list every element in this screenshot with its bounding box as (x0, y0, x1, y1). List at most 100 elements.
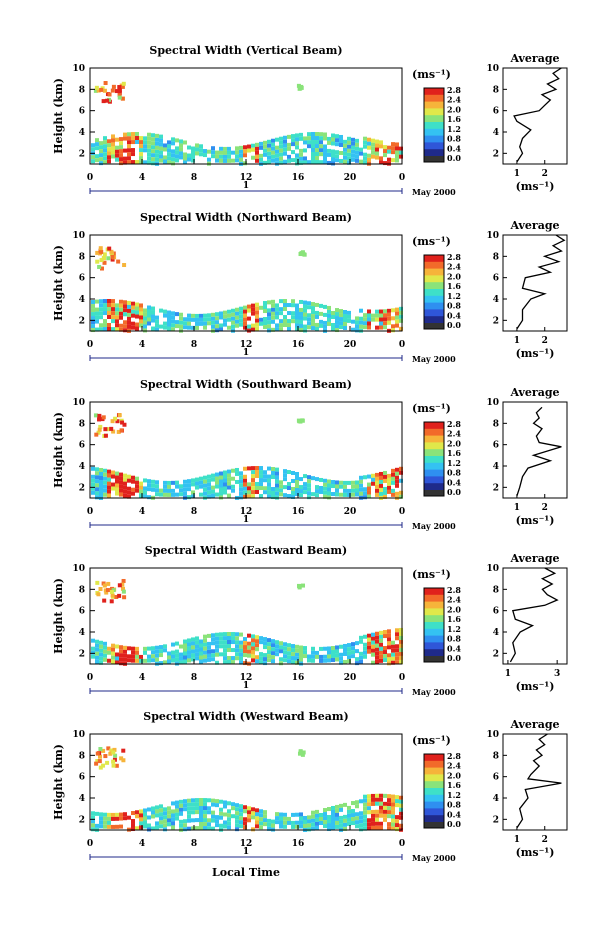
heatmap-cell (347, 160, 351, 165)
heatmap-cell (331, 133, 335, 138)
heatmap-cell (223, 652, 227, 657)
month-label: May 2000 (412, 853, 456, 863)
heatmap-cell (295, 488, 299, 493)
heatmap-cell (131, 491, 135, 496)
heatmap-cell (207, 482, 211, 487)
heatmap-cell (191, 645, 195, 650)
heatmap-cell (91, 654, 95, 659)
heatmap-cell (283, 473, 287, 478)
heatmap-cell (219, 315, 223, 320)
heatmap-cell (247, 482, 251, 487)
heatmap-cell (271, 647, 275, 652)
heatmap-cell (199, 144, 203, 149)
heatmap-cell (119, 323, 123, 328)
heatmap-cell (375, 631, 379, 636)
heatmap-cell (203, 650, 207, 655)
heatmap-cell (275, 307, 279, 312)
colorbar-tick-label: 2.8 (447, 85, 461, 95)
heatmap-cell (327, 309, 331, 314)
heatmap-cell (247, 806, 251, 811)
heatmap-cell (167, 651, 171, 656)
heatmap-cell (95, 475, 99, 480)
heatmap-cell (383, 486, 387, 491)
heatmap-cell (271, 303, 275, 308)
heatmap-cell (379, 797, 383, 802)
heatmap-cell (263, 810, 267, 815)
heatmap-cell (219, 311, 223, 316)
heatmap-cell (275, 157, 279, 162)
heatmap-cell (351, 654, 355, 659)
x-tick-label: 20 (344, 673, 357, 683)
heatmap-cell (331, 492, 335, 497)
heatmap-cell (259, 157, 263, 162)
heatmap-cell (163, 823, 167, 828)
heatmap-cell (183, 156, 187, 161)
day-label: 1 (243, 515, 249, 525)
heatmap-cell (395, 146, 399, 151)
month-label: May 2000 (412, 687, 456, 697)
heatmap-cell (375, 313, 379, 318)
heatmap-cell (155, 480, 159, 485)
heatmap-cell (199, 647, 203, 652)
heatmap-cell (311, 152, 315, 157)
heatmap-cell (339, 142, 343, 147)
heatmap-cell (195, 325, 199, 330)
heatmap-cell (227, 801, 231, 806)
heatmap-cell (235, 803, 239, 808)
heatmap-cell (239, 306, 243, 311)
heatmap-cell (187, 806, 191, 811)
heatmap-cell (383, 809, 387, 814)
heatmap-cell (255, 310, 259, 315)
heatmap-cell (323, 658, 327, 663)
heatmap-cell (215, 640, 219, 645)
heatmap-cell (243, 309, 247, 314)
heatmap-cell (191, 478, 195, 483)
x-tick-label: 0 (399, 340, 405, 350)
heatmap-cell (255, 470, 259, 475)
heatmap-cell (135, 810, 139, 815)
heatmap-cell (215, 823, 219, 828)
heatmap-cell (327, 152, 331, 157)
heatmap-cell (399, 643, 403, 648)
heatmap-cell (363, 136, 367, 141)
heatmap-cell (243, 805, 247, 810)
heatmap-cell (131, 650, 135, 655)
heatmap-cell (300, 418, 305, 423)
colorbar-tick-label: 1.2 (447, 458, 461, 468)
heatmap-cell (231, 312, 235, 317)
heatmap-cell (391, 652, 395, 657)
y-tick-label: 2 (79, 815, 85, 825)
heatmap-cell (95, 138, 99, 143)
heatmap-cell (115, 327, 119, 332)
heatmap-cell (351, 480, 355, 485)
x-tick-label: 8 (191, 340, 197, 350)
heatmap-cell (283, 477, 287, 482)
heatmap-cell (219, 799, 223, 804)
heatmap-cell (315, 654, 319, 659)
heatmap-cell (231, 476, 235, 481)
heatmap-cell (107, 812, 111, 817)
heatmap-cell (131, 658, 135, 663)
heatmap-cell (299, 307, 303, 312)
heatmap-cell (299, 649, 303, 654)
heatmap-cell (147, 156, 151, 161)
heatmap-cell (267, 466, 271, 471)
avg-x-tick-label: 2 (542, 503, 548, 513)
heatmap-cell (199, 148, 203, 153)
heatmap-cell (103, 299, 107, 304)
heatmap-cell (279, 492, 283, 497)
y-tick-label: 4 (79, 794, 85, 804)
heatmap-cell (119, 645, 123, 650)
heatmap-cell (95, 811, 99, 816)
heatmap-cell (331, 327, 335, 332)
heatmap-cell (383, 634, 387, 639)
heatmap-cell (355, 804, 359, 809)
heatmap-cell (343, 159, 347, 164)
heatmap-cell (183, 655, 187, 660)
heatmap-cell (371, 660, 375, 665)
y-tick-label: 4 (79, 462, 85, 472)
heatmap-cell (111, 482, 115, 487)
heatmap-cell (191, 806, 195, 811)
avg-y-tick-label: 4 (493, 462, 499, 472)
heatmap-cell (323, 812, 327, 817)
